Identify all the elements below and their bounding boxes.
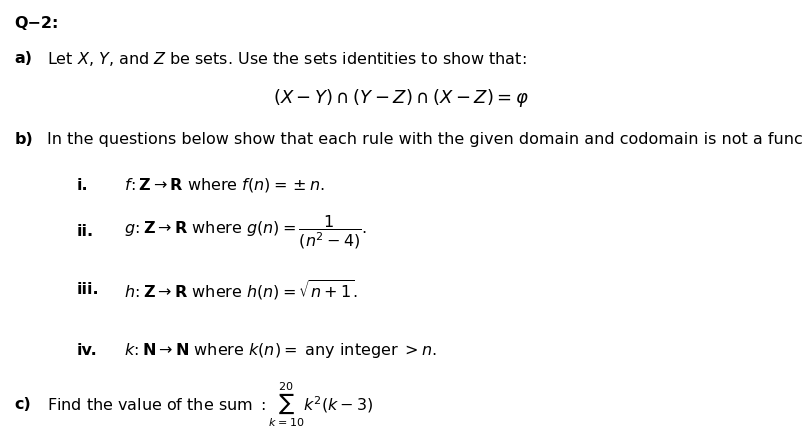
Text: Find the value of the sum $:\sum_{k=10}^{20} k^2(k - 3)$: Find the value of the sum $:\sum_{k=10}^… (47, 380, 373, 429)
Text: ii.: ii. (76, 225, 93, 239)
Text: $h\!:\mathbf{Z} \rightarrow \mathbf{R}$ where $h(n) = \sqrt{n+1}$.: $h\!:\mathbf{Z} \rightarrow \mathbf{R}$ … (124, 278, 358, 302)
Text: a): a) (14, 51, 32, 66)
Text: Q−2:: Q−2: (14, 17, 59, 31)
Text: $g\!:\mathbf{Z} \rightarrow \mathbf{R}$ where $g(n) = \dfrac{1}{(n^2-4)}$.: $g\!:\mathbf{Z} \rightarrow \mathbf{R}$ … (124, 213, 367, 251)
Text: In the questions below show that each rule with the given domain and codomain is: In the questions below show that each ru… (47, 132, 802, 147)
Text: $f\!:\mathbf{Z} \rightarrow \mathbf{R}$ where $f(n) = \pm n$.: $f\!:\mathbf{Z} \rightarrow \mathbf{R}$ … (124, 176, 326, 194)
Text: $(X - Y) \cap (Y - Z) \cap (X - Z) = \varphi$: $(X - Y) \cap (Y - Z) \cap (X - Z) = \va… (273, 87, 529, 109)
Text: iv.: iv. (76, 344, 97, 358)
Text: b): b) (14, 132, 33, 147)
Text: iii.: iii. (76, 283, 99, 297)
Text: i.: i. (76, 178, 87, 193)
Text: c): c) (14, 397, 31, 412)
Text: $k\!:\mathbf{N} \rightarrow \mathbf{N}$ where $k(n) =$ any integer $> n$.: $k\!:\mathbf{N} \rightarrow \mathbf{N}$ … (124, 341, 437, 361)
Text: Let $X$, $Y$, and $Z$ be sets. Use the sets identities to show that:: Let $X$, $Y$, and $Z$ be sets. Use the s… (47, 50, 526, 68)
